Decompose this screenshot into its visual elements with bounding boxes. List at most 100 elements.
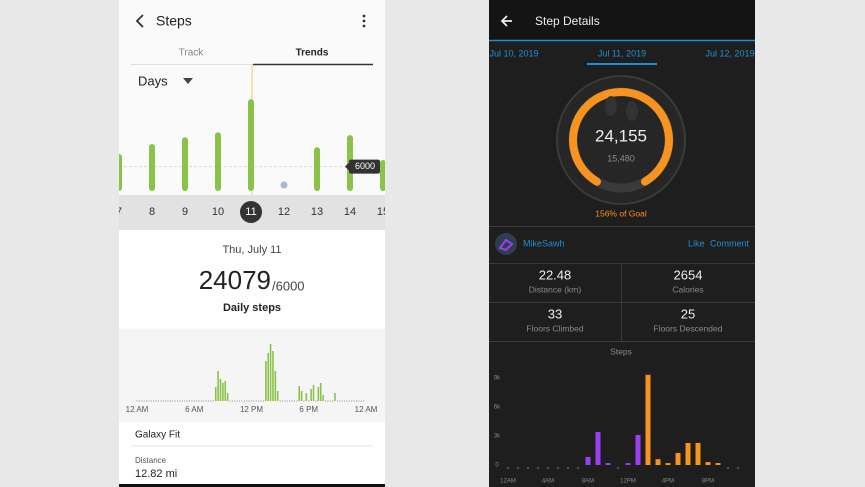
bar [625,463,631,465]
x-tick-label: 4PM [662,479,674,485]
bar-empty [148,400,150,402]
bar [300,391,303,401]
x-tick-label: 12 AM [126,405,149,414]
bar [310,389,312,401]
bar-empty [234,400,236,402]
bar-empty [577,467,579,469]
bar-empty [169,400,171,402]
bar [312,385,315,401]
bar [685,442,691,465]
stat-value: 25 [681,306,695,321]
goal-badge [349,159,380,174]
goal-percent: 156% of Goal [595,208,647,218]
bar-empty [284,400,286,402]
bar-empty [346,400,348,402]
user-name[interactable]: MikeSawh [523,238,565,248]
bar-empty [363,400,365,402]
date-tab[interactable]: Jul 12, 2019 [705,48,754,58]
day-label[interactable]: 9 [182,206,188,218]
screen-title: Steps [156,13,192,29]
bar [269,344,272,401]
comment-button[interactable]: Comment [710,238,750,248]
x-tick-label: 12 PM [240,405,263,414]
date-tab[interactable]: Jul 10, 2019 [489,48,538,58]
bar [605,463,611,465]
day-label[interactable]: 7 [116,206,122,218]
day-label[interactable]: 14 [344,206,356,218]
back-button[interactable] [500,15,512,27]
day-label[interactable]: 8 [149,206,155,218]
day-label[interactable]: 12 [278,206,290,218]
bar-empty [167,400,169,402]
bar-empty [324,400,327,402]
bar [265,361,267,401]
day-label[interactable]: 13 [311,206,323,218]
avatar-icon [498,238,514,252]
ring-goal: 15,480 [607,153,635,163]
bar-empty [186,400,188,402]
stat-label: Distance (km) [529,284,582,294]
day-label[interactable]: 15 [377,206,389,218]
bar-empty [193,400,195,402]
like-button[interactable]: Like [688,238,705,248]
bar [217,371,219,401]
bar-empty [162,400,164,402]
y-tick-label: 3k [494,433,501,439]
bar-empty [236,400,238,402]
bar [334,393,336,401]
bar [645,374,651,465]
bar-empty [191,400,193,402]
bar-empty [296,400,298,402]
bar [317,387,320,401]
tab-active[interactable]: Trends [296,48,329,59]
bar-empty [293,400,296,402]
bar-empty [517,467,519,469]
bar-empty [188,400,191,402]
day-label[interactable]: 10 [212,206,224,218]
bar [274,371,277,401]
y-tick-label: 9k [494,375,501,381]
stat-value: 2654 [674,267,703,282]
x-tick-label: 8PM [702,479,714,485]
period-select[interactable]: Days [138,73,168,88]
stat-grid [489,263,755,342]
bar [214,387,217,401]
bar-empty [289,400,291,402]
bar-empty [246,400,248,402]
bar-empty [157,400,160,402]
hourly-bg [119,329,385,422]
bar-empty [557,467,559,469]
bar-empty [537,467,539,469]
bar-empty [248,400,250,402]
bar-empty [341,400,343,402]
bar-empty [138,400,140,402]
day-label[interactable]: 11 [245,206,256,218]
back-button[interactable] [135,14,144,28]
stat-value: 22.48 [539,267,572,282]
nav-bar [119,484,385,487]
right-phone: Step Details Jul 10, 2019 Jul 11, 2019 J… [489,0,755,487]
menu-button[interactable] [362,14,366,28]
dropdown-arrow[interactable] [183,78,193,84]
goal-badge-tip [345,162,349,171]
avatar[interactable] [495,233,517,255]
bar-empty [243,400,245,402]
x-tick-label: 12 AM [355,405,378,414]
distance-value: 12.82 mi [135,468,177,480]
hourly-chart: 12 AM 6 AM 12 PM 6 PM 12 AM [126,344,378,414]
bar [675,452,681,465]
screen-title: Step Details [535,14,600,28]
bar-empty [308,400,310,402]
x-tick-label: 8AM [582,479,594,485]
tab[interactable]: Track [179,48,205,59]
bar-empty [179,400,181,402]
bar-empty [353,400,355,402]
bar [319,383,322,401]
date-tab-active[interactable]: Jul 11, 2019 [598,48,646,58]
bar [585,456,591,465]
bar-empty [165,400,167,402]
stat-label: Floors Climbed [526,323,583,333]
distance-label: Distance [135,456,167,465]
bar [665,463,671,465]
y-tick-label: 6k [494,404,501,410]
